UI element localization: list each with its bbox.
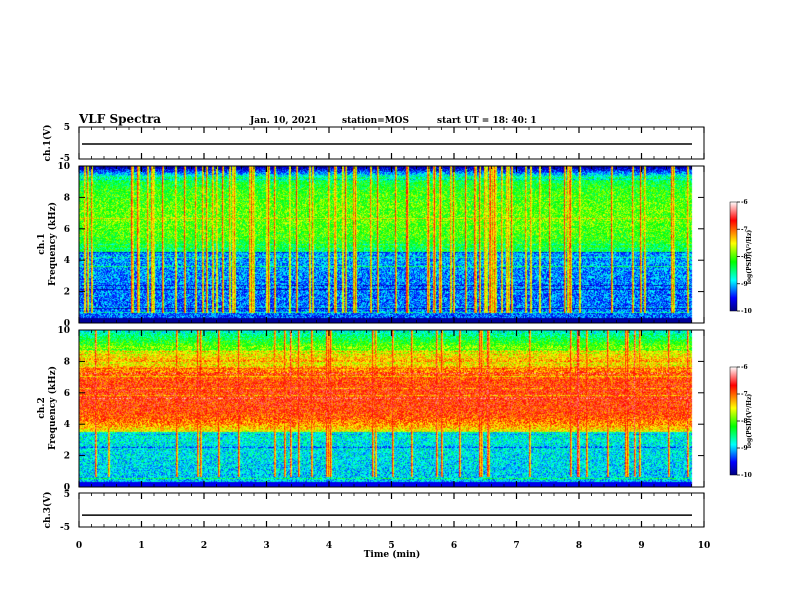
time-tick-label: 5 bbox=[388, 541, 394, 551]
ch1-spectrogram-image bbox=[79, 166, 704, 323]
ch1-freq-ytick-label: 2 bbox=[64, 288, 70, 298]
time-axis-label: Time (min) bbox=[364, 549, 421, 560]
ch1-colorbar-tick-label: -9 bbox=[741, 281, 748, 288]
ch1-spectrogram-host bbox=[79, 166, 704, 323]
colorbar-ch2: -6 -7 -8 -9 -10 log(PSD)(V²/Hz) bbox=[729, 364, 753, 479]
ch1-colorbar-tick-label: -8 bbox=[741, 254, 748, 261]
ch1-colorbar-ticks: -6 -7 -8 -9 -10 bbox=[737, 199, 752, 315]
ch1-voltage-ylabel: ch.1(V) bbox=[42, 125, 53, 162]
time-axis: Time (min) 0 1 2 3 4 5 6 7 8 9 10 bbox=[76, 541, 710, 560]
ch1-voltage-ticks bbox=[78, 127, 705, 159]
panel-ch2-spectrogram: 0 2 4 6 8 10 ch.2 Frequency (kHz) bbox=[37, 326, 705, 493]
ch2-frequency-label: Frequency (kHz) bbox=[47, 366, 58, 450]
ch2-spectrogram-image bbox=[79, 330, 704, 487]
colorbar-ch1: -6 -7 -8 -9 -10 log(PSD)(V²/Hz) bbox=[729, 199, 753, 315]
ch1-frequency-ticks: 0 2 4 6 8 10 bbox=[57, 162, 704, 329]
ch3-ytick-bottom: -5 bbox=[60, 523, 70, 533]
ch2-frequency-ticks: 0 2 4 6 8 10 bbox=[57, 326, 704, 493]
ch2-colorbar-tick-label: -10 bbox=[741, 472, 752, 479]
time-tick-label: 8 bbox=[576, 541, 582, 551]
ch1-frequency-label: Frequency (kHz) bbox=[47, 202, 58, 286]
date-label: Jan. 10, 2021 bbox=[249, 116, 317, 126]
ch2-colorbar-label: log(PSD)(V²/Hz) bbox=[746, 394, 753, 449]
ch1-colorbar-tick-label: -10 bbox=[741, 308, 752, 315]
ch1-freq-ytick-label: 6 bbox=[64, 225, 70, 235]
ch2-freq-ytick-label: 0 bbox=[64, 483, 70, 493]
time-tick-label: 1 bbox=[138, 541, 144, 551]
time-tick-label: 3 bbox=[263, 541, 269, 551]
ch2-freq-ytick-label: 4 bbox=[64, 420, 70, 430]
ch1-colorbar-label: log(PSD)(V²/Hz) bbox=[746, 230, 753, 285]
ch1-ytick-bottom: -5 bbox=[60, 154, 70, 164]
station-label: station=MOS bbox=[342, 116, 409, 126]
time-tick-label: 0 bbox=[76, 541, 82, 551]
panel-ch1-spectrogram: 0 2 4 6 8 10 ch.1 Frequency (kHz) bbox=[37, 162, 705, 329]
time-tick-label: 7 bbox=[513, 541, 519, 551]
time-tick-label: 9 bbox=[638, 541, 644, 551]
time-tick-label: 4 bbox=[326, 541, 332, 551]
ch1-colorbar-gradient bbox=[729, 201, 738, 312]
start-ut-label: start UT = 18: 40: 1 bbox=[437, 116, 537, 126]
ch2-spectrogram-xticks bbox=[78, 330, 705, 487]
ch2-colorbar-tick-label: -6 bbox=[741, 364, 748, 371]
ch3-voltage-ticks bbox=[78, 493, 705, 527]
ch2-freq-ytick-label: 2 bbox=[64, 452, 70, 462]
ch1-spectrogram-xticks bbox=[78, 166, 705, 323]
ch1-freq-ytick-label: 0 bbox=[64, 319, 70, 329]
ch2-freq-ytick-label: 8 bbox=[64, 357, 70, 367]
ch3-ytick-top: 5 bbox=[64, 490, 70, 500]
ch1-colorbar-tick-label: -7 bbox=[741, 226, 748, 233]
header: VLF Spectra Jan. 10, 2021 station=MOS st… bbox=[78, 112, 537, 126]
ch1-ytick-top: 5 bbox=[64, 123, 70, 133]
ch2-spectrogram-host bbox=[79, 330, 704, 487]
time-tick-label: 10 bbox=[698, 541, 711, 551]
ch2-colorbar-gradient bbox=[729, 366, 738, 476]
ch2-colorbar-ticks: -6 -7 -8 -9 -10 bbox=[737, 364, 752, 479]
ch1-freq-ytick-label: 4 bbox=[64, 256, 70, 266]
ch1-colorbar-tick-label: -6 bbox=[741, 199, 748, 206]
ch2-colorbar-tick-label: -7 bbox=[741, 391, 748, 398]
panel-ch1-voltage: 5 -5 ch.1(V) bbox=[42, 123, 705, 164]
ch2-freq-ytick-label: 10 bbox=[57, 326, 70, 336]
ch1-channel-label: ch.1 bbox=[37, 233, 47, 254]
time-tick-label: 6 bbox=[451, 541, 457, 551]
ch2-channel-label: ch.2 bbox=[37, 397, 47, 418]
figure-title: VLF Spectra bbox=[78, 112, 161, 126]
ch2-colorbar-tick-label: -8 bbox=[741, 418, 748, 425]
ch2-freq-ytick-label: 6 bbox=[64, 389, 70, 399]
ch2-colorbar-tick-label: -9 bbox=[741, 445, 748, 452]
ch3-voltage-ylabel: ch.3(V) bbox=[42, 492, 53, 529]
time-tick-label: 2 bbox=[201, 541, 207, 551]
panel-ch3-voltage: 5 -5 ch.3(V) bbox=[42, 490, 705, 533]
ch1-freq-ytick-label: 8 bbox=[64, 193, 70, 203]
ch1-freq-ytick-label: 10 bbox=[57, 162, 70, 172]
